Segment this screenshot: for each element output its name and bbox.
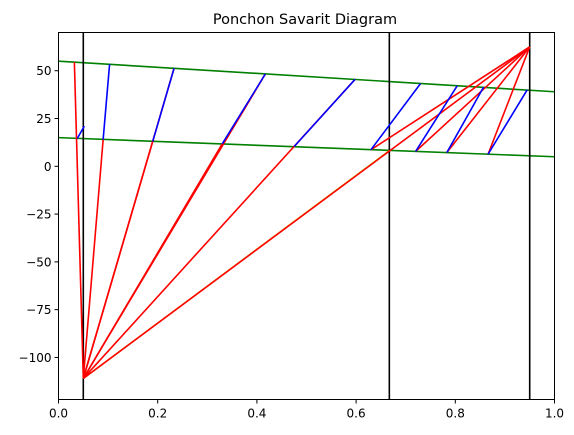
tie-line-4 <box>221 73 267 145</box>
y-axis: 50 25 0 −25 −50 −75 −100 <box>19 64 59 365</box>
x-tick-label: 0.8 <box>446 407 465 421</box>
operating-line-8 <box>82 46 531 380</box>
x-tick-label: 0.0 <box>49 407 68 421</box>
tie-line-1 <box>76 125 85 139</box>
operating-line-6 <box>82 73 267 379</box>
x-tick-label: 1.0 <box>545 407 564 421</box>
x-tick-label: 0.2 <box>148 407 167 421</box>
y-tick-label: −25 <box>26 208 51 222</box>
operating-line-1 <box>73 62 85 379</box>
y-tick-label: −50 <box>26 255 51 269</box>
tie-line-9 <box>487 89 528 155</box>
y-tick-label: −100 <box>19 351 52 365</box>
operating-line-2 <box>82 139 104 379</box>
operating-line-11 <box>446 46 531 154</box>
tie-line-6 <box>370 83 422 151</box>
tie-line-2 <box>102 64 111 140</box>
tie-line-7 <box>414 85 458 152</box>
y-tick-label: −75 <box>26 303 51 317</box>
x-tick-label: 0.4 <box>247 407 266 421</box>
x-tick-label: 0.6 <box>347 407 366 421</box>
enthalpy-curve-vapor <box>58 60 555 93</box>
y-tick-label: 25 <box>36 112 51 126</box>
y-tick-label: 0 <box>44 160 52 174</box>
tie-line-5 <box>293 78 356 148</box>
tie-line-8 <box>446 86 485 153</box>
x-axis: 0.0 0.2 0.4 0.6 0.8 1.0 <box>49 399 564 421</box>
enthalpy-curve-liquid <box>58 136 555 158</box>
data-layer <box>58 32 555 400</box>
operating-line-9 <box>370 46 531 151</box>
operating-line-12 <box>487 46 531 155</box>
chart-title: Ponchon Savarit Diagram <box>213 12 397 28</box>
plot-frame <box>58 32 555 400</box>
tie-line-3 <box>151 68 175 142</box>
y-tick-label: 50 <box>36 64 51 78</box>
operating-line-10 <box>415 46 531 152</box>
